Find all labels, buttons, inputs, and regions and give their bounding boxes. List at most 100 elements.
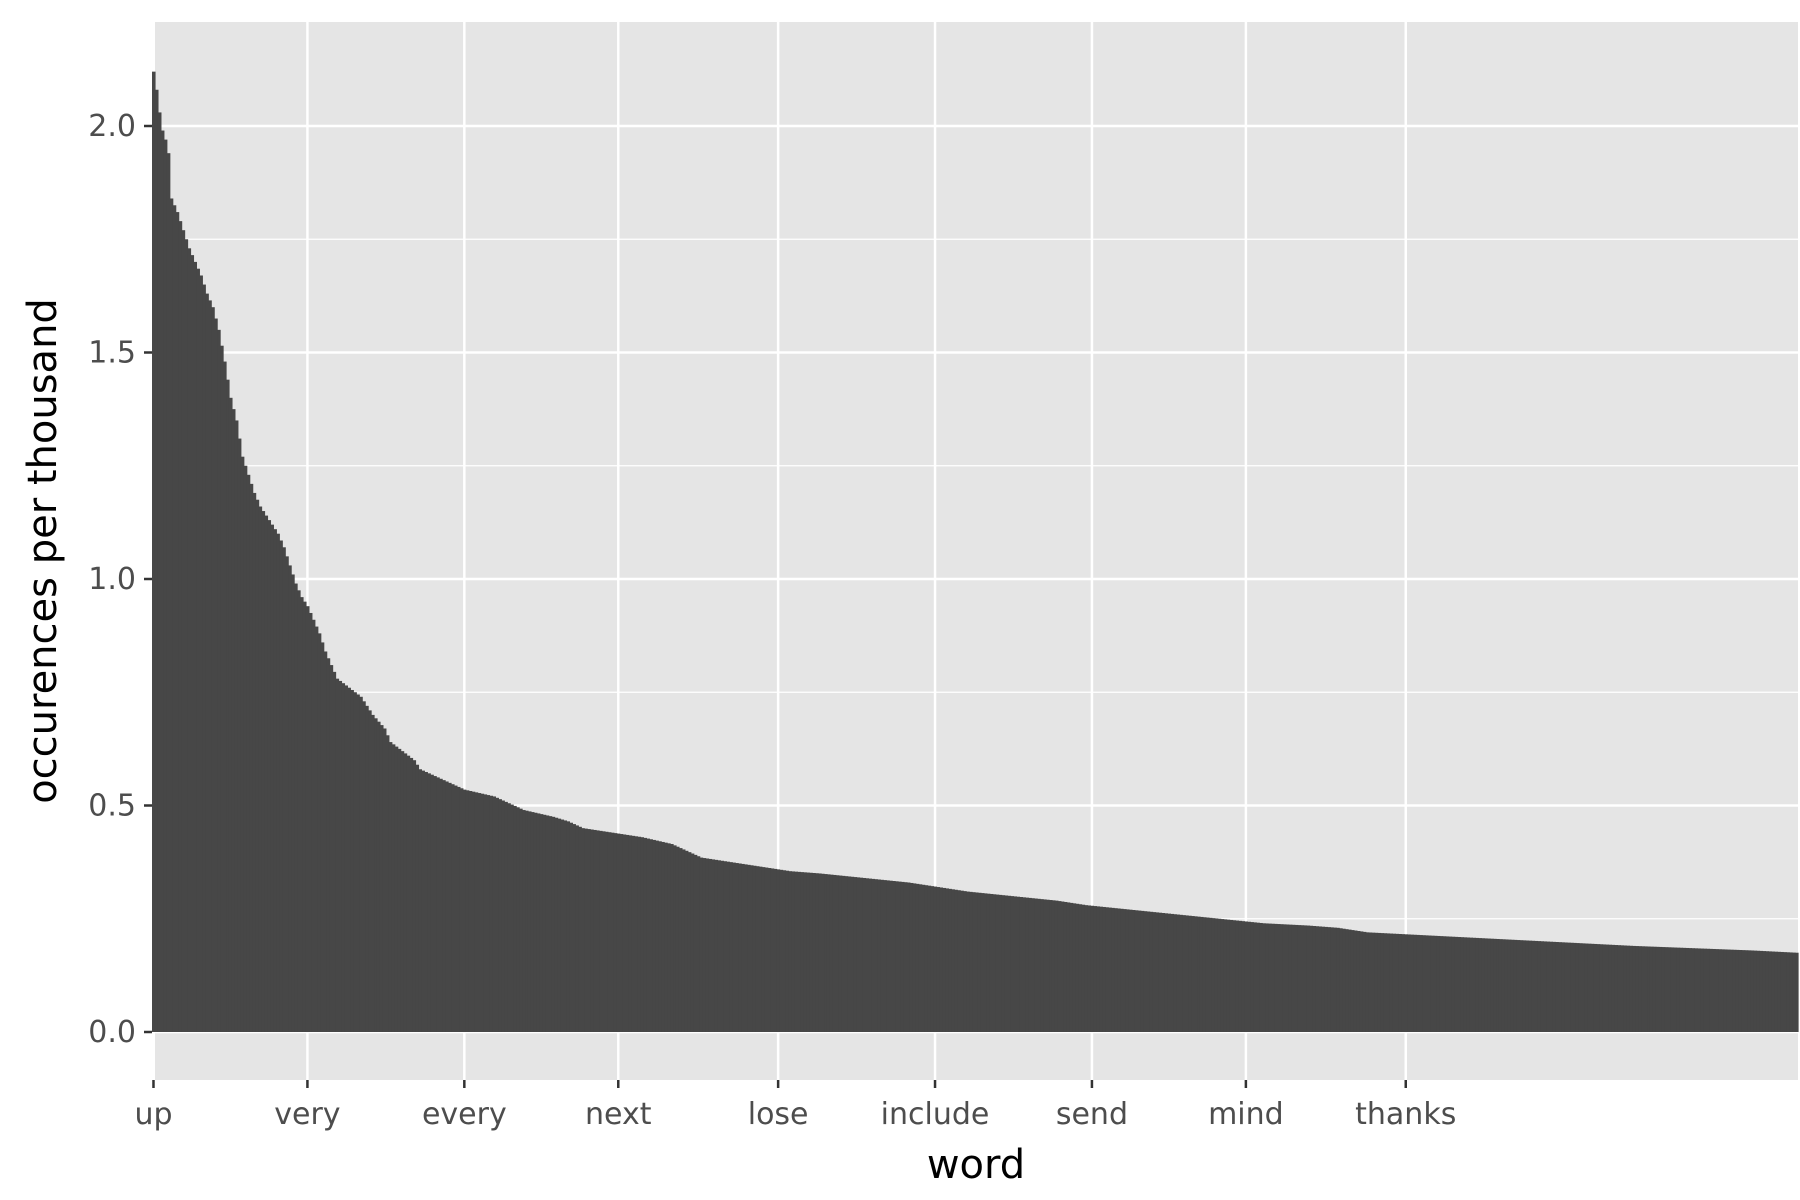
bar: [1546, 941, 1550, 1032]
bar: [1567, 942, 1571, 1032]
bar: [1549, 941, 1553, 1032]
bar: [365, 705, 369, 1032]
bar: [391, 744, 396, 1032]
bar: [750, 865, 754, 1032]
bar: [895, 881, 899, 1032]
bar: [622, 834, 627, 1032]
bar: [1229, 919, 1234, 1032]
bar: [504, 801, 508, 1032]
bar: [1114, 908, 1118, 1032]
bar: [1057, 901, 1062, 1032]
bar: [1244, 921, 1248, 1032]
bar: [880, 879, 884, 1032]
bar: [687, 852, 692, 1032]
bar: [1460, 937, 1465, 1032]
bar: [599, 830, 603, 1032]
bar: [678, 848, 683, 1032]
bar: [347, 687, 351, 1032]
bar: [326, 658, 331, 1032]
bar: [1676, 947, 1681, 1032]
bar: [1528, 940, 1533, 1032]
bar: [1259, 922, 1263, 1032]
bar: [1324, 926, 1328, 1032]
bar: [1584, 943, 1589, 1032]
bar: [587, 829, 591, 1032]
bar: [1392, 933, 1396, 1032]
bar: [779, 869, 784, 1032]
bar: [1013, 896, 1018, 1032]
bar: [767, 868, 772, 1032]
bar: [264, 515, 269, 1032]
bar: [258, 506, 263, 1032]
bar: [832, 874, 837, 1032]
bar: [1105, 907, 1109, 1032]
bar: [234, 420, 239, 1032]
bar: [1513, 939, 1518, 1032]
bar: [898, 881, 902, 1032]
bar: [211, 307, 215, 1032]
bar: [945, 888, 949, 1032]
bar: [285, 556, 289, 1032]
bar: [1137, 910, 1142, 1032]
bar: [1442, 936, 1447, 1032]
x-tick-label: every: [422, 1097, 507, 1132]
bar: [1010, 896, 1015, 1032]
bar: [551, 816, 556, 1032]
bar: [1250, 922, 1254, 1032]
bar: [403, 753, 408, 1032]
bar: [708, 858, 713, 1032]
bar: [1034, 898, 1038, 1032]
bar: [1173, 914, 1177, 1032]
bar: [1738, 950, 1743, 1032]
bar: [1294, 924, 1299, 1032]
bar: [989, 893, 994, 1032]
bar: [382, 728, 387, 1032]
bar: [1756, 950, 1761, 1032]
bar: [1342, 928, 1346, 1032]
bar: [1667, 947, 1672, 1032]
bar: [202, 284, 206, 1032]
bar: [818, 873, 822, 1032]
bar: [640, 837, 645, 1032]
bar: [886, 880, 890, 1032]
bar: [1626, 945, 1630, 1032]
x-axis-title: word: [927, 1142, 1025, 1188]
bar: [1510, 939, 1515, 1032]
bar: [1490, 938, 1494, 1032]
bar: [1564, 942, 1568, 1032]
bar: [1318, 926, 1322, 1032]
bar: [1759, 950, 1764, 1032]
bar: [1451, 936, 1456, 1032]
bar: [675, 846, 680, 1032]
bar: [735, 863, 739, 1032]
bar: [1647, 946, 1651, 1032]
bar: [1271, 923, 1275, 1032]
bar: [205, 293, 209, 1032]
bar: [1416, 934, 1420, 1032]
bar: [1265, 923, 1269, 1032]
bar: [1386, 933, 1391, 1032]
bar: [1709, 948, 1713, 1032]
bar: [1424, 935, 1429, 1032]
y-tick-label: 2.0: [88, 109, 136, 144]
bar: [1016, 896, 1021, 1032]
bar: [963, 891, 967, 1032]
bar: [637, 836, 642, 1032]
bar: [809, 872, 813, 1032]
bar: [433, 776, 437, 1032]
bar: [1422, 935, 1426, 1032]
bar: [1327, 927, 1331, 1032]
bar: [1111, 907, 1115, 1032]
bar: [427, 773, 431, 1032]
bar: [1726, 949, 1731, 1032]
bar: [409, 757, 414, 1032]
bar: [379, 725, 384, 1032]
bar: [397, 748, 402, 1032]
bar: [1649, 946, 1654, 1032]
bar: [1590, 943, 1595, 1032]
bar: [903, 882, 908, 1032]
bar: [1694, 948, 1698, 1032]
bar: [921, 884, 926, 1032]
bar: [448, 782, 452, 1032]
bar: [1744, 950, 1749, 1032]
